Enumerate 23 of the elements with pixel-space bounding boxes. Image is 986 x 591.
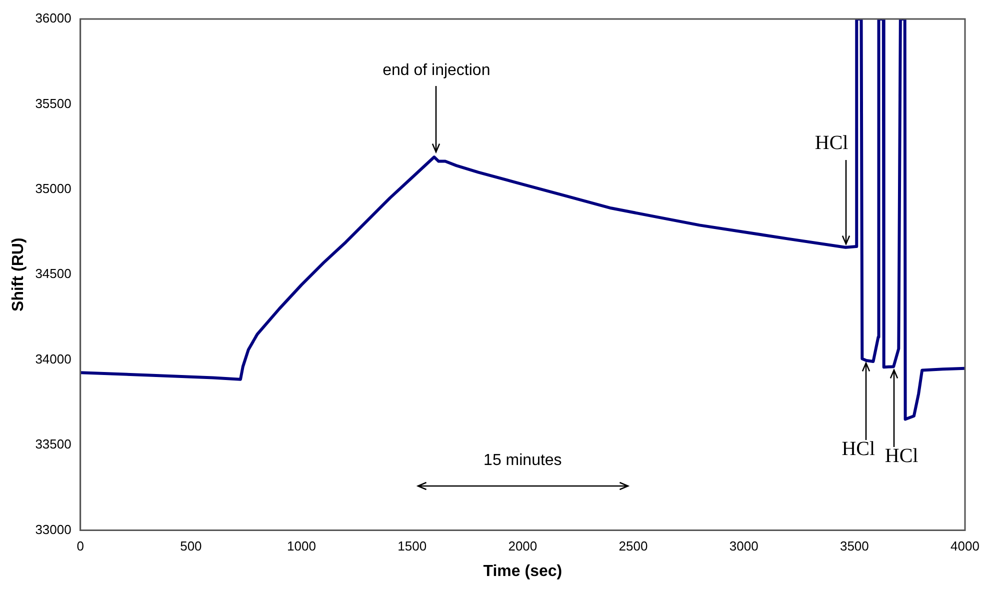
- x-tick-label: 3000: [729, 538, 758, 554]
- x-tick-label: 0: [76, 538, 84, 554]
- annotation: end of injection: [382, 62, 490, 80]
- annotation: HCl: [884, 444, 918, 468]
- x-tick-label: 3500: [840, 538, 869, 554]
- y-tick-label: 34000: [35, 351, 72, 366]
- x-axis-title: Time (sec): [483, 562, 562, 580]
- x-tick-label: 2500: [618, 538, 648, 554]
- x-tick-label: 500: [180, 538, 202, 554]
- x-tick-label: 4000: [950, 538, 980, 554]
- y-tick-label: 35000: [35, 180, 72, 196]
- y-tick-label: 36000: [35, 10, 72, 26]
- x-tick-label: 1500: [398, 538, 427, 554]
- y-axis-title: Shift (RU): [10, 238, 28, 312]
- x-tick-label: 2000: [508, 538, 538, 554]
- y-tick-label: 34500: [35, 266, 72, 282]
- annotation: 15 minutes: [484, 452, 562, 470]
- y-tick-label: 33500: [35, 436, 72, 452]
- y-tick-label: 33000: [35, 522, 72, 537]
- annotation: HCl: [842, 438, 876, 462]
- annotation: HCl: [814, 132, 848, 156]
- x-tick-label: 1000: [287, 538, 316, 554]
- y-tick-label: 35500: [35, 96, 72, 111]
